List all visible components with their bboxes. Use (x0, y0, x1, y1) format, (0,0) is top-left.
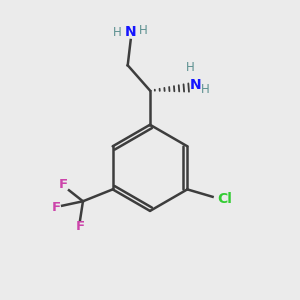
Text: F: F (59, 178, 68, 191)
Text: N: N (125, 25, 136, 38)
Text: N: N (190, 78, 202, 92)
Text: Cl: Cl (217, 192, 232, 206)
Text: F: F (75, 220, 85, 233)
Text: F: F (52, 201, 61, 214)
Text: H: H (186, 61, 194, 74)
Text: H: H (201, 82, 209, 96)
Text: H: H (113, 26, 122, 38)
Text: H: H (139, 24, 148, 37)
